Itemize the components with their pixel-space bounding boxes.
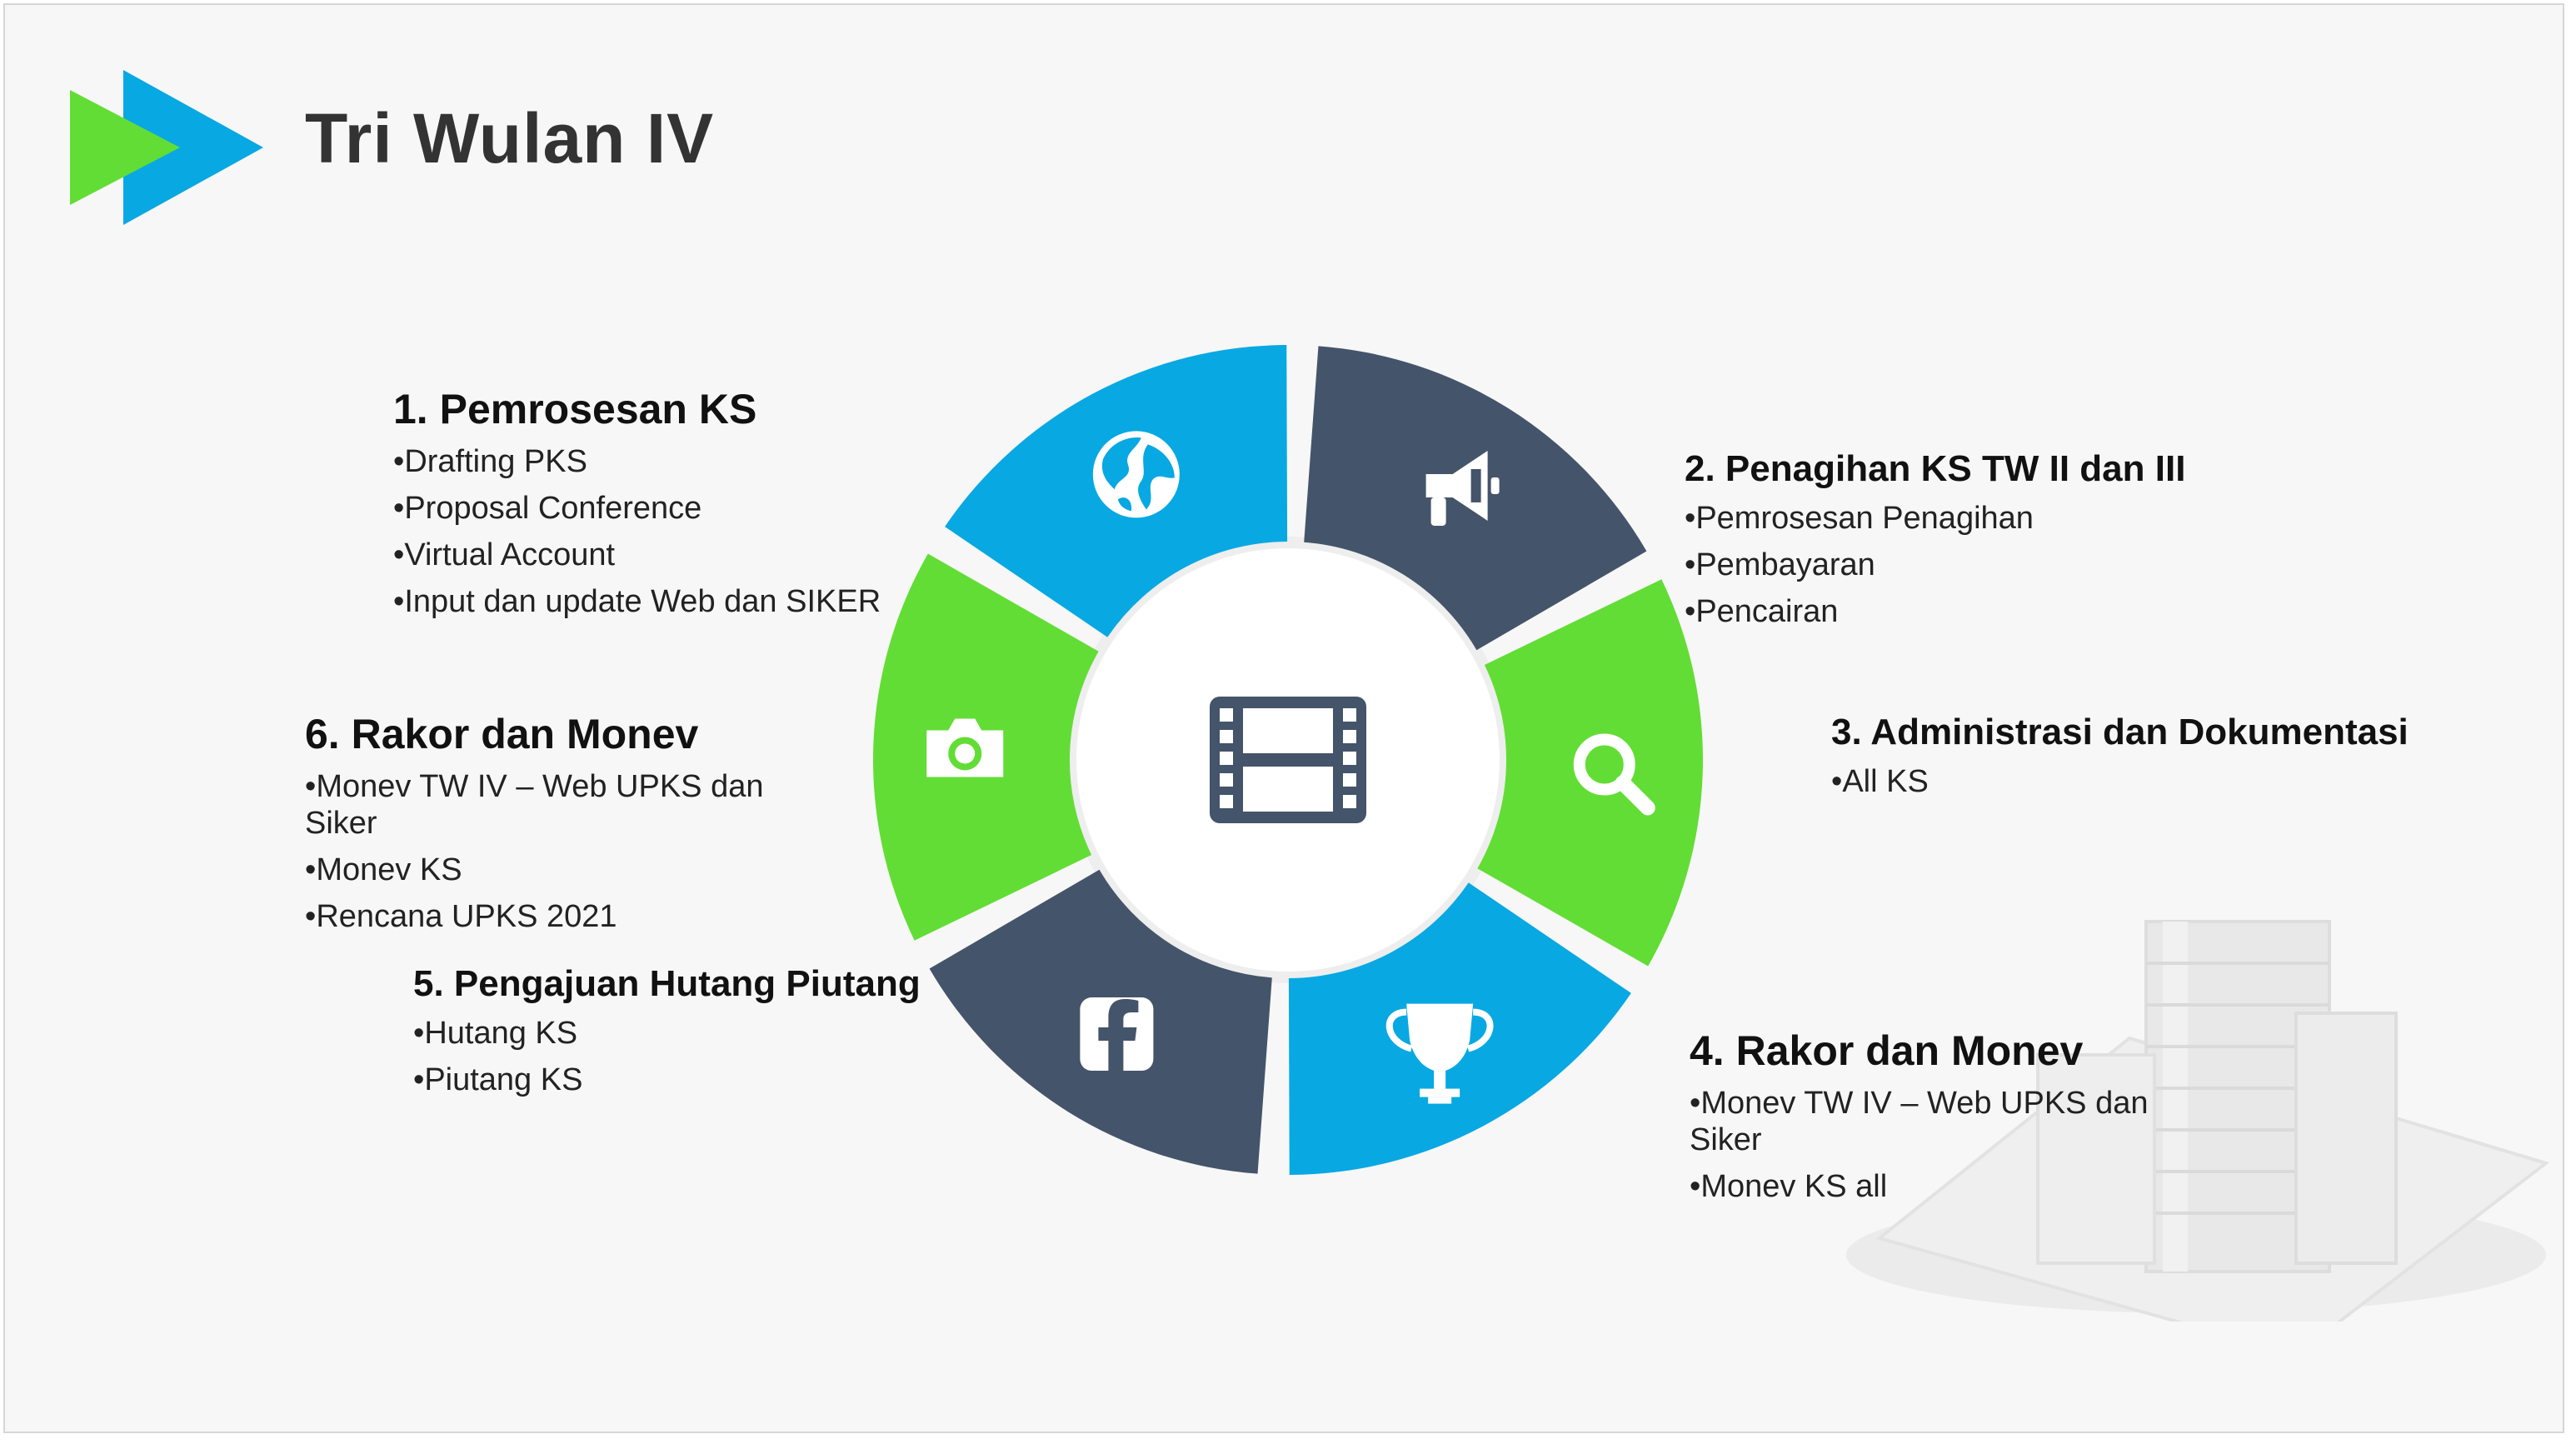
camera-icon <box>926 718 1004 777</box>
item-3-bullet: All KS <box>1831 763 2409 800</box>
item-3-heading: 3. Administrasi dan Dokumentasi <box>1831 712 2409 752</box>
trophy-icon <box>1385 1003 1494 1104</box>
globe-icon <box>1092 431 1180 518</box>
item-2-bullet: Pemrosesan Penagihan <box>1685 500 2185 537</box>
item-6-heading: 6. Rakor dan Monev <box>305 711 699 757</box>
item-2-heading: 2. Penagihan KS TW II dan III <box>1685 448 2186 489</box>
item-4-bullet: Monev TW IV – Web UPKS dan Siker <box>1690 1085 2156 1158</box>
item-5-bullet: Hutang KS <box>413 1015 921 1052</box>
search-icon <box>1573 733 1655 816</box>
item-5: 5. Pengajuan Hutang Piutang Hutang KS Pi… <box>413 963 921 1098</box>
item-1-bullet: Virtual Account <box>393 537 881 573</box>
item-1-heading: 1. Pemrosesan KS <box>393 386 757 432</box>
facebook-icon <box>1080 997 1154 1072</box>
item-4-heading: 4. Rakor dan Monev <box>1690 1027 2084 1074</box>
item-2-bullet: Pembayaran <box>1685 547 2185 583</box>
item-6-bullet: Monev KS <box>305 852 788 888</box>
item-2: 2. Penagihan KS TW II dan III Pemrosesan… <box>1685 448 2185 630</box>
item-5-bullet: Piutang KS <box>413 1062 921 1098</box>
play-arrow-logo-icon <box>70 70 263 225</box>
item-1-bullet: Drafting PKS <box>393 443 881 480</box>
cycle-wheel <box>872 345 1703 1175</box>
item-6-bullet: Monev TW IV – Web UPKS dan Siker <box>305 768 788 842</box>
wheel-segment-3 <box>1477 579 1703 967</box>
item-3: 3. Administrasi dan Dokumentasi All KS <box>1831 712 2409 800</box>
item-1-bullet: Proposal Conference <box>393 490 881 527</box>
item-2-bullet: Pencairan <box>1685 593 2185 630</box>
item-1-bullet: Input dan update Web dan SIKER <box>393 583 881 620</box>
film-icon <box>1210 697 1366 823</box>
megaphone-icon <box>1425 450 1500 526</box>
item-6-bullet: Rencana UPKS 2021 <box>305 898 788 935</box>
slide: Tri Wulan IV 1. Pemrosesan KS Drafting P… <box>3 3 2564 1433</box>
item-6: 6. Rakor dan Monev Monev TW IV – Web UPK… <box>305 710 788 935</box>
slide-title: Tri Wulan IV <box>305 99 715 177</box>
item-4-bullet: Monev KS all <box>1690 1168 2156 1205</box>
item-5-heading: 5. Pengajuan Hutang Piutang <box>413 963 921 1004</box>
item-1: 1. Pemrosesan KS Drafting PKS Proposal C… <box>393 385 881 620</box>
item-4: 4. Rakor dan Monev Monev TW IV – Web UPK… <box>1690 1027 2156 1205</box>
